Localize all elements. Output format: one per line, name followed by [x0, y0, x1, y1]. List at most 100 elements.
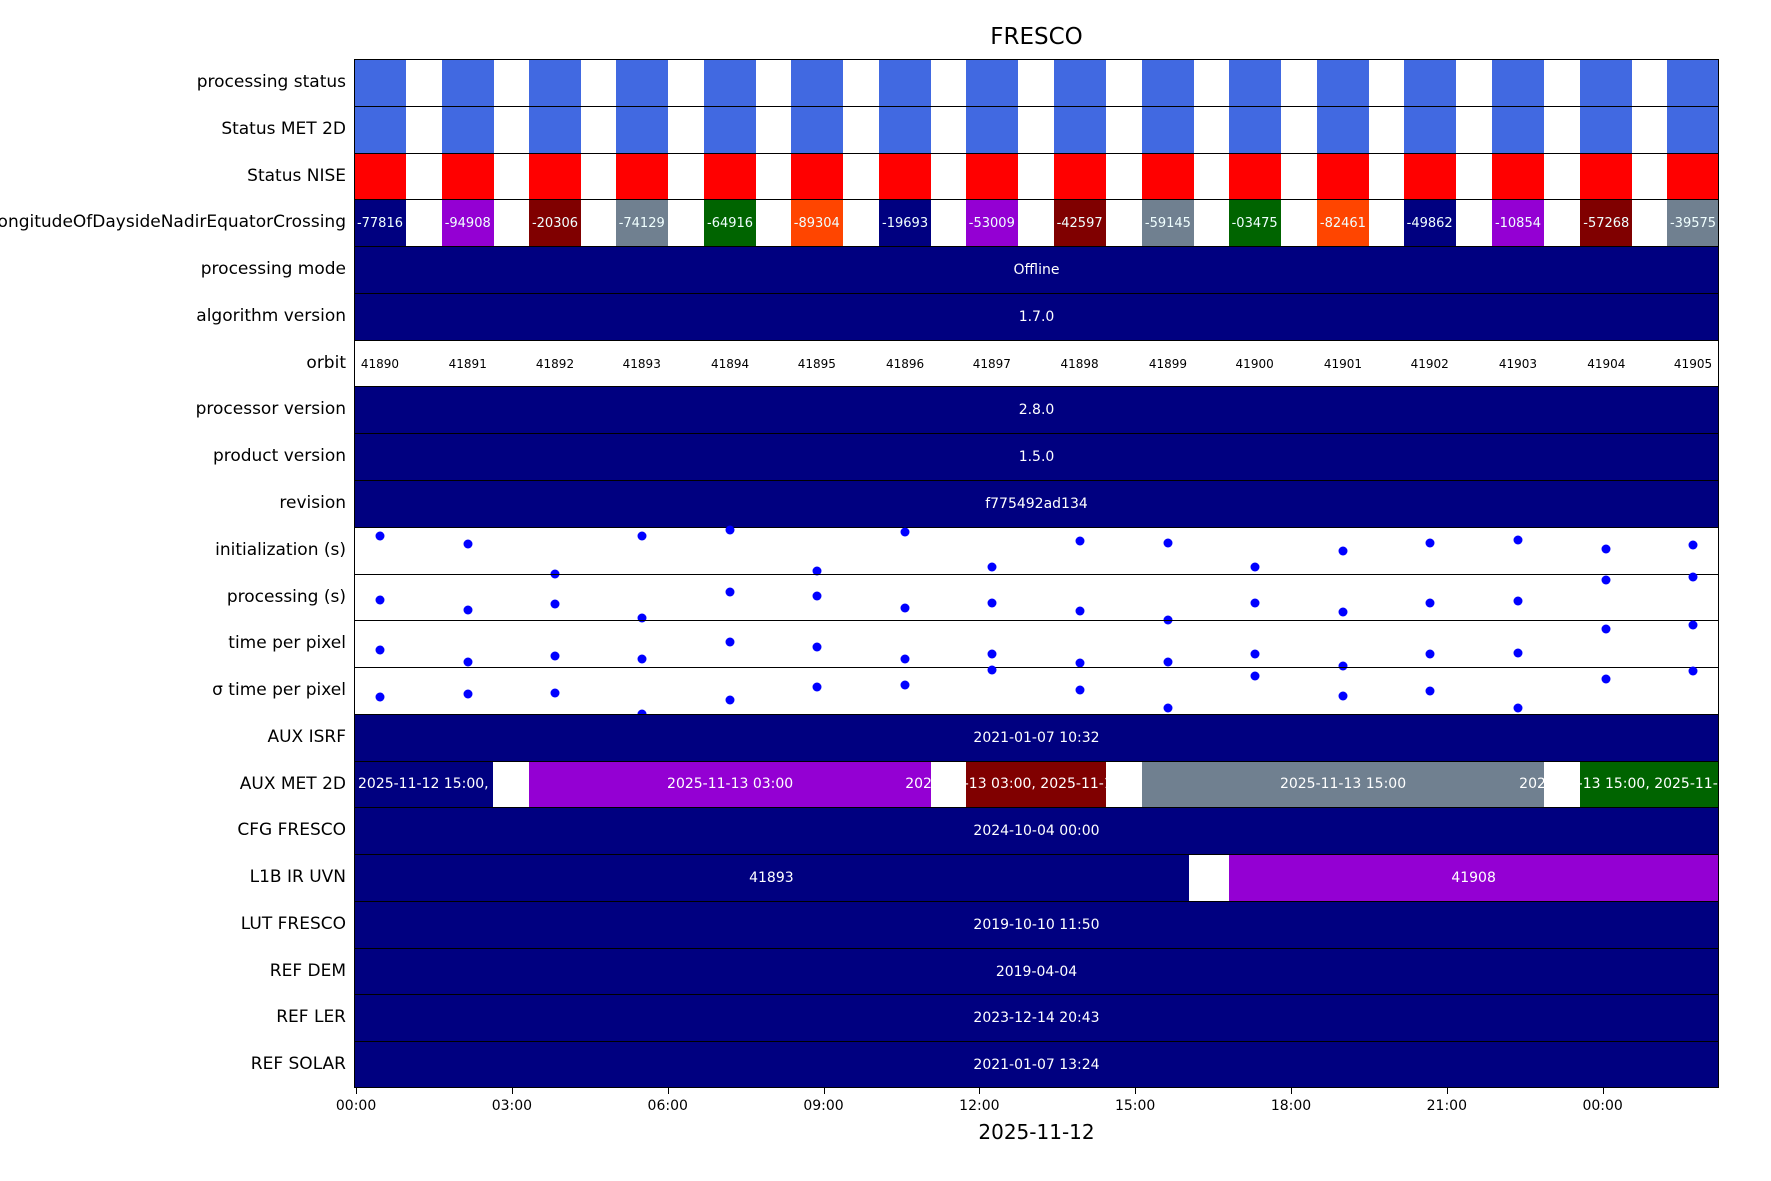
data-point: [463, 657, 473, 667]
row-label: initialization (s): [215, 539, 346, 560]
orbit-block: [879, 106, 932, 153]
orbit-block: [615, 59, 668, 106]
orbit-block: [790, 153, 843, 200]
longitude-value: -53009: [968, 215, 1015, 231]
row-label: AUX MET 2D: [239, 773, 346, 794]
solid-bar: 2019-04-04: [354, 948, 1719, 995]
row-l1b-ir-uvn: 41893 41908: [354, 854, 1719, 901]
segment: 2025-11-13 03:00: [529, 761, 932, 808]
data-point: [1075, 658, 1085, 668]
orbit-block: -82461: [1316, 200, 1369, 247]
segment-value: 2025-11-13 15:00, 2025-11-14 03:00: [1519, 776, 1771, 793]
segment: 41908: [1228, 855, 1719, 901]
data-point: [375, 692, 385, 702]
longitude-value: -10854: [1494, 215, 1541, 231]
orbit-block: [1228, 59, 1281, 106]
data-point: [1513, 648, 1523, 658]
orbit-block: -64916: [704, 200, 757, 247]
longitude-value: -74129: [618, 215, 665, 231]
orbit-block: [1667, 106, 1719, 153]
bar-value: 2023-12-14 20:43: [973, 1010, 1100, 1027]
data-point: [1601, 544, 1611, 554]
row-label: Status NISE: [247, 165, 346, 186]
solid-bar: 1.7.0: [354, 293, 1719, 340]
orbit-number: 41899: [1148, 356, 1187, 371]
x-tick: [356, 1088, 358, 1094]
row-label: orbit: [306, 352, 346, 373]
row-label: product version: [212, 446, 346, 467]
row-cfg-fresco: 2024-10-04 00:00: [354, 807, 1719, 855]
data-point: [375, 531, 385, 541]
orbit-block: -94908: [441, 200, 494, 247]
orbit-block: [1053, 106, 1106, 153]
row-label: processor version: [195, 399, 346, 420]
longitude-value: -20306: [531, 215, 579, 231]
row-status-met-2d: [354, 105, 1719, 153]
solid-bar: 2019-10-10 11:50: [354, 901, 1719, 948]
data-point: [900, 527, 910, 537]
solid-bar: 1.5.0: [354, 434, 1719, 480]
longitude-value: -39575: [1669, 215, 1717, 231]
longitude-value: -57268: [1583, 215, 1630, 231]
orbit-block: [615, 106, 668, 153]
row-processing-status: [354, 59, 1719, 106]
orbit-number: 41901: [1323, 356, 1363, 371]
orbit-block: -10854: [1492, 200, 1544, 247]
data-point: [900, 680, 910, 690]
orbit-block: -19693: [879, 200, 932, 247]
row-label: processing mode: [200, 259, 346, 280]
orbit-number: 41894: [710, 356, 750, 371]
data-point: [987, 598, 997, 608]
x-tick-label: 15:00: [1114, 1098, 1156, 1114]
orbit-block: -42597: [1053, 200, 1106, 247]
orbit-block: [529, 153, 581, 200]
data-point: [1250, 598, 1260, 608]
orbit-block: [1492, 59, 1544, 106]
x-tick-label: 03:00: [491, 1098, 533, 1114]
orbit-block: [965, 106, 1018, 153]
data-point: [1425, 649, 1435, 659]
data-point: [812, 682, 822, 692]
row-lut-fresco: 2019-10-10 11:50: [354, 900, 1719, 948]
row-product-version: 1.5.0: [354, 433, 1719, 480]
solid-bar: Offline: [354, 247, 1719, 293]
orbit-number: 41905: [1673, 356, 1713, 371]
orbit-block: -59145: [1141, 200, 1194, 247]
bar-value: 2019-10-10 11:50: [973, 916, 1100, 933]
row-label: REF LER: [276, 1007, 346, 1028]
row-orbit: 41890 41891 41892 41893 41894 41895 41896 41897…: [354, 339, 1719, 387]
orbit-block: [1316, 106, 1369, 153]
solid-bar: 2023-12-14 20:43: [354, 995, 1719, 1042]
row-processing-mode: Offline: [354, 246, 1719, 293]
orbit-number: 41897: [972, 356, 1011, 371]
longitude-value: -42597: [1056, 215, 1103, 231]
segment-value: 41908: [1451, 870, 1496, 886]
orbit-block: [441, 106, 494, 153]
row-label: AUX ISRF: [267, 726, 346, 747]
longitude-value: -89304: [793, 215, 840, 231]
orbit-block: [1316, 153, 1369, 200]
longitude-value: -49862: [1406, 215, 1453, 231]
data-point: [1075, 685, 1085, 695]
data-point: [725, 695, 735, 705]
orbit-block: [879, 153, 932, 200]
x-tick: [511, 1088, 513, 1094]
orbit-number: 41902: [1410, 356, 1449, 371]
bar-value: 1.5.0: [1018, 449, 1055, 466]
data-point: [725, 587, 735, 597]
data-point: [1163, 538, 1173, 548]
orbit-block: -03475: [1228, 200, 1281, 247]
bar-value: 2021-01-07 13:24: [973, 1057, 1100, 1074]
data-point: [1688, 572, 1698, 582]
row-time-per-pixel: [354, 620, 1719, 671]
x-tick: [823, 1088, 825, 1094]
orbit-block: [354, 106, 406, 153]
data-point: [900, 654, 910, 664]
orbit-number: 41893: [622, 356, 661, 371]
orbit-block: [1492, 106, 1544, 153]
row-longitudeofdaysidenadirequatorcrossing: -77816 -94908 -20306 -74129 -64916 -89304 -196…: [354, 199, 1719, 247]
orbit-block: [1403, 106, 1456, 153]
row-label: algorithm version: [196, 305, 346, 326]
orbit-block: [441, 153, 494, 200]
